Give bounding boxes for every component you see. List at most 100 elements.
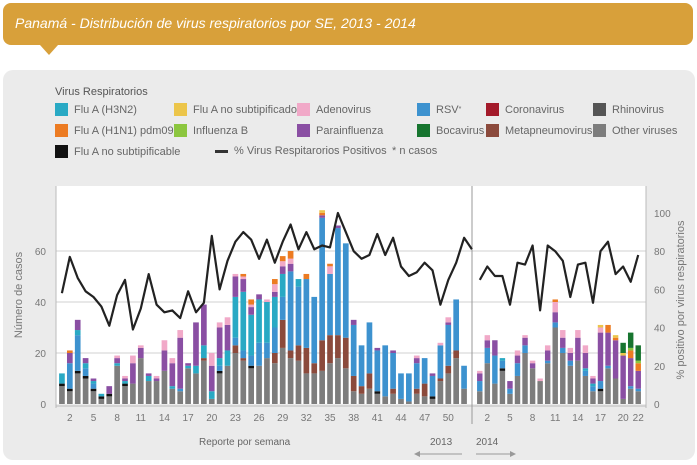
bar-segment-2013-w13-p [153,378,160,382]
bar-segment-2014-w18-g [605,368,611,404]
bar-segment-2014-w17-r [597,381,604,389]
x-tick-label-2013: 17 [183,413,195,424]
bar-segment-2013-w29-o [279,256,286,262]
bar-segment-2013-w34-p [319,215,325,218]
legend-item-flu-a-no-subtipificado: Flu A no subtipificado [174,103,297,116]
x-tick-label-2013: 29 [277,413,289,424]
bar-segment-2014-w14-g [575,360,581,404]
bar-segment-2014-w1-r [477,381,483,392]
bar-segment-2014-w15-p [582,353,589,369]
banner-pointer [40,45,58,55]
bar-segment-2013-w43-r [390,353,396,389]
bar-segment-2013-w19-g [201,360,207,404]
bar-segment-2013-w45-r [406,373,412,402]
bar-segment-2013-w25-g [248,368,255,404]
bar-segment-2014-w13-g [567,365,574,404]
bar-segment-2014-w9-g [537,381,543,404]
bar-segment-2013-w13-g [153,381,160,404]
bar-segment-2013-w51-r [453,299,460,351]
bar-segment-2013-w49-k [437,342,444,346]
x-tick-label-2013: 2 [67,413,73,424]
bar-segment-2014-w21-p [627,358,634,387]
bar-segment-2013-w41-n [374,391,381,394]
bar-segment-2013-w12-g [145,381,152,404]
bar-segment-2013-w3-r [74,335,81,371]
bar-segment-2013-w10-p [130,363,136,384]
legend-swatch [297,103,310,116]
x-tick-label-2013: 38 [348,413,360,424]
bar-segment-2013-w49-g [437,381,444,404]
y2-tick-label: 20 [654,362,666,373]
bar-segment-2014-w6-k [514,350,521,356]
bar-segment-2013-w11-k [137,345,144,348]
legend-swatch [174,124,187,137]
bar-segment-2013-w23-t [232,296,239,338]
bar-segment-2013-w23-r [232,337,239,346]
legend-label: Adenovirus [316,103,372,116]
bar-segment-2013-w18-t [193,365,199,374]
bar-segment-2013-w7-n [106,393,113,397]
legend-label: Coronavirus [505,103,565,116]
legend-item-flu-a-h3n2: Flu A (H3N2) [55,103,137,116]
y-tick-label: 0 [40,400,46,411]
bar-segment-2013-w8-t [114,363,120,366]
year-label-2013: 2013 [430,437,453,448]
bar-segment-2013-w5-t [90,381,97,384]
bar-segment-2014-w22-g [635,391,641,404]
x-axis-label: Reporte por semana [199,437,291,448]
bar-segment-2013-w4-n [82,375,89,379]
bar-segment-2013-w29-p [279,266,286,274]
bar-segment-2013-w50-k [445,317,452,323]
bar-segment-2013-w20-p [208,365,215,392]
bar-segment-2013-w34-g [319,370,325,404]
bar-segment-2013-w10-g [130,383,136,404]
legend-item-percent-line: % Virus Respitarorios Positivos [215,145,387,157]
bar-segment-2013-w34-b [319,340,325,371]
bar-segment-2014-w7-r [522,345,528,353]
bar-segment-2014-w17-k [597,327,604,333]
bar-segment-2013-w15-g [169,388,176,404]
bar-segment-2014-w2-k [484,335,491,341]
x-tick-label-2013: 26 [253,413,265,424]
bar-segment-2013-w47-b [421,383,428,397]
bar-segment-2014-w11-r [552,322,558,328]
bar-segment-2013-w27-k [264,299,270,302]
bar-segment-2013-w15-k [169,358,176,364]
bar-segment-2013-w30-b [287,350,294,359]
bar-segment-2013-w12-t [145,375,152,382]
bar-segment-2013-w22-g [224,365,231,404]
legend-label: RSV [436,103,459,116]
bar-segment-2013-w44-g [398,398,404,404]
bar-segment-2013-w21-g [216,373,223,404]
bar-segment-2013-w24-k [240,276,247,280]
legend-item-coronavirus: Coronavirus [486,103,564,116]
bar-segment-2013-w35-g [327,363,333,404]
legend-item-other-viruses: Other viruses [593,124,677,137]
bar-segment-2014-w19-g [612,378,619,404]
bar-segment-2013-w2-r [66,363,73,389]
bar-segment-2013-w11-g [137,358,144,404]
bar-segment-2013-w20-k [208,353,215,366]
bar-segment-2014-w1-k [477,370,483,374]
legend-sup: * [458,106,462,113]
bar-segment-2013-w32-r [303,279,310,348]
bar-segment-2013-w36-p [335,225,341,229]
bar-segment-2014-w16-r [590,386,596,392]
bar-segment-2013-w25-p [248,307,255,315]
bar-segment-2013-w35-b [327,335,333,364]
bar-segment-2013-w29-b [279,319,286,348]
bar-segment-2013-w24-r [240,350,247,359]
bar-segment-2013-w25-k [248,304,255,308]
bar-segment-2013-w42-g [382,396,389,404]
bar-segment-2014-w7-k [522,335,528,338]
x-tick-label-2014: 20 [618,413,630,424]
bar-segment-2013-w38-g [350,391,357,404]
bar-segment-2013-w23-g [232,353,239,404]
bar-segment-2014-w22-l [635,360,641,364]
bar-segment-2014-w8-k [529,360,536,364]
bar-segment-2014-w21-d [627,332,634,348]
bar-segment-2013-w29-g [279,347,286,404]
bar-segment-2013-w33-b [311,363,318,374]
bar-segment-2013-w30-o [287,251,294,259]
x-tick-label-2014: 8 [530,413,536,424]
